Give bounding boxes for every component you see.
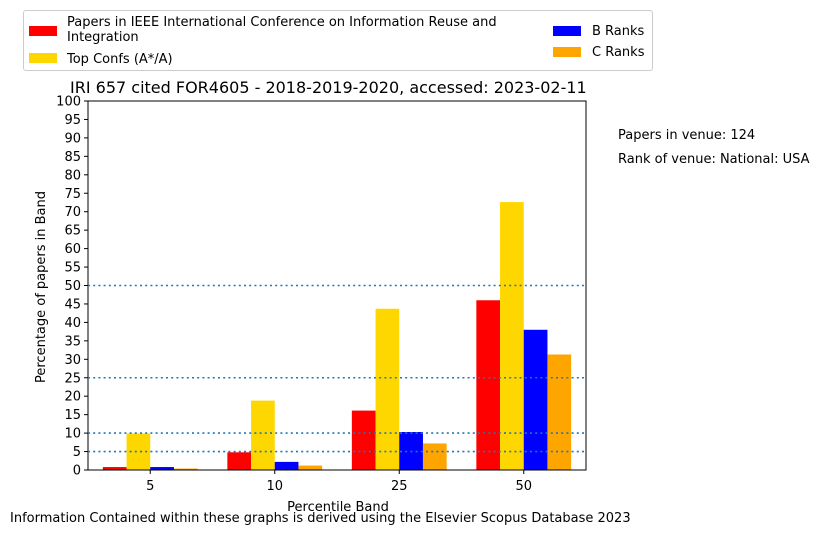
bar-papers-10 <box>227 452 252 470</box>
y-tick-label: 70 <box>64 205 81 220</box>
y-tick-label: 50 <box>64 279 81 294</box>
bar-top-10 <box>251 400 275 470</box>
y-tick-label: 15 <box>64 408 81 423</box>
bar-top-5 <box>126 433 151 470</box>
legend-label-top-confs: Top Confs (A*/A) <box>67 52 173 67</box>
bar-c-10 <box>298 465 323 470</box>
legend-swatch-b-ranks <box>553 26 581 36</box>
bar-c-50 <box>547 354 572 470</box>
bar-papers-5 <box>102 467 127 470</box>
x-tick-label: 50 <box>515 479 532 494</box>
y-tick-label: 20 <box>64 390 81 405</box>
venue-rank-note: Rank of venue: National: USA <box>618 152 810 167</box>
x-axis-label: Percentile Band <box>287 500 389 515</box>
y-tick-label: 100 <box>56 95 81 110</box>
y-tick-label: 5 <box>73 445 81 460</box>
y-tick-label: 80 <box>64 168 81 183</box>
bar-c-5 <box>173 468 198 470</box>
y-tick-label: 45 <box>64 297 81 312</box>
legend: Papers in IEEE International Conference … <box>23 10 653 71</box>
data-source-footer: Information Contained within these graph… <box>10 511 631 526</box>
bar-top-25 <box>375 308 400 470</box>
y-tick-label: 75 <box>64 187 81 202</box>
y-axis-label: Percentage of papers in Band <box>34 191 49 383</box>
y-tick-label: 40 <box>64 316 81 331</box>
x-axis: 5 10 25 50 <box>146 470 532 494</box>
legend-label-papers: Papers in IEEE International Conference … <box>67 15 497 45</box>
y-tick-label: 65 <box>64 224 81 239</box>
x-tick-label: 10 <box>266 479 283 494</box>
x-tick-label: 5 <box>146 479 154 494</box>
bar-b-50 <box>523 329 548 470</box>
y-tick-label: 95 <box>64 113 81 128</box>
y-tick-label: 90 <box>64 131 81 146</box>
y-tick-label: 85 <box>64 150 81 165</box>
y-tick-label: 55 <box>64 261 81 276</box>
bar-papers-50 <box>476 300 501 470</box>
legend-swatch-top-confs <box>29 53 57 63</box>
legend-swatch-c-ranks <box>553 47 581 57</box>
y-axis: 0 5 10 15 20 25 30 35 40 45 50 55 60 65 70 75 80 85 90 95 10… <box>56 95 88 479</box>
y-tick-label: 0 <box>73 464 81 479</box>
y-tick-label: 25 <box>64 371 81 386</box>
bar-papers-25 <box>351 410 376 470</box>
bar-c-25 <box>422 443 447 470</box>
legend-swatch-papers <box>29 26 57 36</box>
y-tick-label: 30 <box>64 353 81 368</box>
x-tick-label: 25 <box>391 479 408 494</box>
y-tick-label: 60 <box>64 242 81 257</box>
chart-title: IRI 657 cited FOR4605 - 2018-2019-2020, … <box>70 78 587 97</box>
bar-b-5 <box>150 467 174 470</box>
bar-b-10 <box>274 461 299 470</box>
legend-label-c-ranks: C Ranks <box>592 45 645 60</box>
y-tick-label: 35 <box>64 334 81 349</box>
bars-group <box>102 202 572 470</box>
legend-label-b-ranks: B Ranks <box>592 24 645 39</box>
y-tick-label: 10 <box>64 427 81 442</box>
venue-papers-note: Papers in venue: 124 <box>618 128 756 143</box>
bar-top-50 <box>500 202 524 470</box>
